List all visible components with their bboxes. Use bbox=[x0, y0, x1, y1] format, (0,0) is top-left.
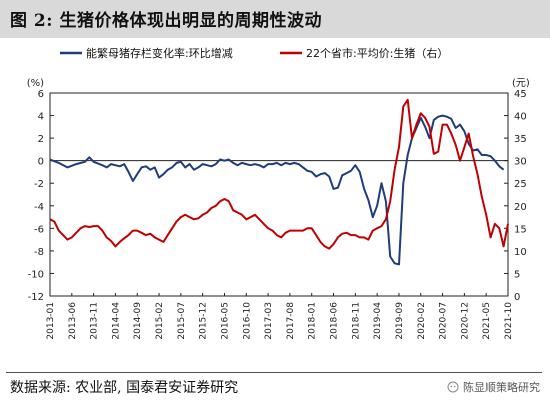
right-axis-unit: (元) bbox=[512, 78, 530, 89]
x-axis-tick-label: 2015-12 bbox=[199, 302, 209, 340]
x-axis-tick-label: 2021-10 bbox=[504, 302, 514, 340]
right-axis-tick-label: 40 bbox=[514, 112, 527, 123]
left-axis-tick-label: -6 bbox=[34, 224, 44, 235]
right-axis-tick-label: 30 bbox=[514, 157, 527, 168]
legend-label: 22个省市:平均价:生猪（右） bbox=[306, 46, 448, 60]
watermark-text: 陈显顺策略研究 bbox=[463, 381, 540, 394]
x-axis-tick-label: 2015-02 bbox=[155, 302, 165, 340]
x-axis-tick-label: 2017-03 bbox=[264, 302, 274, 340]
x-axis-tick-label: 2013-11 bbox=[90, 302, 100, 340]
x-axis-tick-label: 2019-09 bbox=[395, 302, 405, 340]
footer-divider bbox=[6, 372, 542, 373]
hog-price-line bbox=[49, 98, 509, 250]
right-axis-tick-label: 25 bbox=[514, 179, 527, 190]
right-axis-tick-label: 5 bbox=[514, 269, 520, 280]
plot-frame bbox=[49, 92, 509, 297]
source-note: 数据来源: 农业部, 国泰君安证券研究 bbox=[10, 380, 239, 396]
left-axis-tick-label: 0 bbox=[38, 157, 44, 168]
x-axis-tick-label: 2014-09 bbox=[133, 302, 143, 340]
x-axis-tick-label: 2020-02 bbox=[417, 302, 427, 340]
left-axis-tick-label: 2 bbox=[38, 134, 44, 145]
legend-label: 能繁母猪存栏变化率:环比增减 bbox=[86, 46, 233, 60]
wechat-icon bbox=[447, 381, 459, 393]
x-axis-tick-label: 2020-12 bbox=[460, 302, 470, 340]
left-axis-tick-label: -8 bbox=[34, 247, 44, 258]
x-axis-tick-label: 2015-07 bbox=[177, 302, 187, 340]
x-axis-tick-label: 2018-11 bbox=[351, 302, 361, 340]
x-axis-tick-label: 2020-07 bbox=[439, 302, 449, 340]
chart: -12 -10 -8 -6 -4 -2 0 2 4 6 0 5 10 15 20 25 30 35 40 45 (%) (… bbox=[27, 46, 530, 340]
right-axis-tick-label: 45 bbox=[514, 89, 527, 100]
right-axis-tick-label: 15 bbox=[514, 224, 527, 235]
right-axis-tick-label: 20 bbox=[514, 202, 527, 213]
x-axis-tick-label: 2013-01 bbox=[46, 302, 56, 340]
x-axis-tick-label: 2016-05 bbox=[220, 302, 230, 340]
x-axis-tick-label: 2014-04 bbox=[111, 302, 121, 340]
left-axis-tick-label: 6 bbox=[38, 89, 44, 100]
x-axis-tick-label: 2016-10 bbox=[242, 302, 252, 340]
left-axis-tick-label: -12 bbox=[28, 292, 44, 303]
watermark: 陈显顺策略研究 bbox=[447, 379, 540, 395]
x-axis-tick-label: 2018-01 bbox=[308, 302, 318, 340]
right-axis-tick-label: 10 bbox=[514, 247, 527, 258]
left-axis-tick-label: 4 bbox=[38, 112, 44, 123]
x-axis-tick-label: 2019-04 bbox=[373, 302, 383, 340]
left-axis-tick-label: -4 bbox=[34, 202, 44, 213]
x-axis-tick-label: 2021-05 bbox=[482, 302, 492, 340]
x-axis-tick-label: 2017-08 bbox=[286, 302, 296, 340]
x-axis-tick-label: 2013-06 bbox=[68, 302, 78, 340]
right-axis-tick-label: 35 bbox=[514, 134, 527, 145]
left-axis-tick-label: -10 bbox=[28, 269, 44, 280]
x-axis-tick-label: 2018-06 bbox=[330, 302, 340, 340]
right-axis-tick-label: 0 bbox=[514, 292, 520, 303]
title-bar: 图 2: 生猪价格体现出明显的周期性波动 bbox=[0, 0, 550, 38]
figure-title: 图 2: 生猪价格体现出明显的周期性波动 bbox=[10, 11, 322, 31]
left-axis-unit: (%) bbox=[27, 78, 44, 89]
sow-change-rate-line bbox=[49, 114, 505, 266]
left-axis-tick-label: -2 bbox=[34, 179, 44, 190]
